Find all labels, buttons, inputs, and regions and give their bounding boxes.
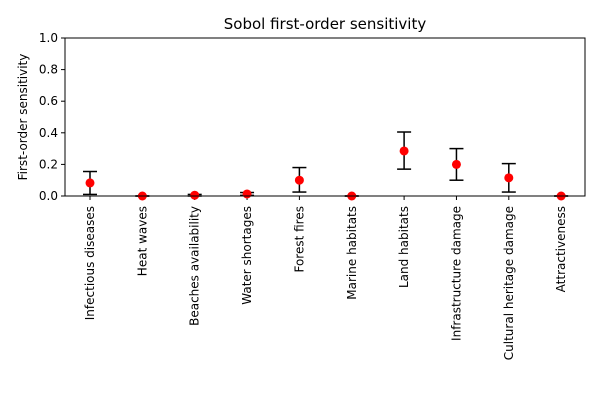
data-point [85, 178, 95, 188]
data-point [242, 189, 252, 199]
x-tick-label: Cultural heritage damage [502, 206, 516, 360]
plot-area: 0.0 0.2 0.4 0.6 0.8 1.0 Infectious diseases Hea… [39, 31, 586, 360]
y-tick-label: 0.0 [39, 189, 58, 203]
x-tick-label: Infrastructure damage [449, 206, 463, 341]
y-tick-label: 1.0 [39, 31, 58, 45]
x-tick-label: Attractiveness [554, 206, 568, 292]
data-point [190, 190, 200, 200]
x-tick-label: Beaches availability [188, 206, 202, 326]
x-tick-label: Land habitats [397, 206, 411, 288]
x-tick-label: Infectious diseases [83, 206, 97, 320]
data-point [294, 175, 304, 185]
data-point [504, 173, 514, 183]
y-axis-label: First-order sensitivity [16, 54, 30, 181]
data-point [399, 146, 409, 156]
y-tick-label: 0.4 [39, 126, 58, 140]
x-tick-label: Heat waves [135, 206, 149, 276]
chart-title: Sobol first-order sensitivity [224, 15, 427, 33]
x-tick-label: Forest fires [292, 206, 306, 273]
y-tick-label: 0.8 [39, 63, 58, 77]
x-tick-label: Marine habitats [345, 206, 359, 300]
data-point [451, 159, 461, 169]
axes-frame [64, 37, 586, 197]
x-tick-label: Water shortages [240, 206, 254, 305]
y-tick-label: 0.2 [39, 157, 58, 171]
y-tick-label: 0.6 [39, 94, 58, 108]
